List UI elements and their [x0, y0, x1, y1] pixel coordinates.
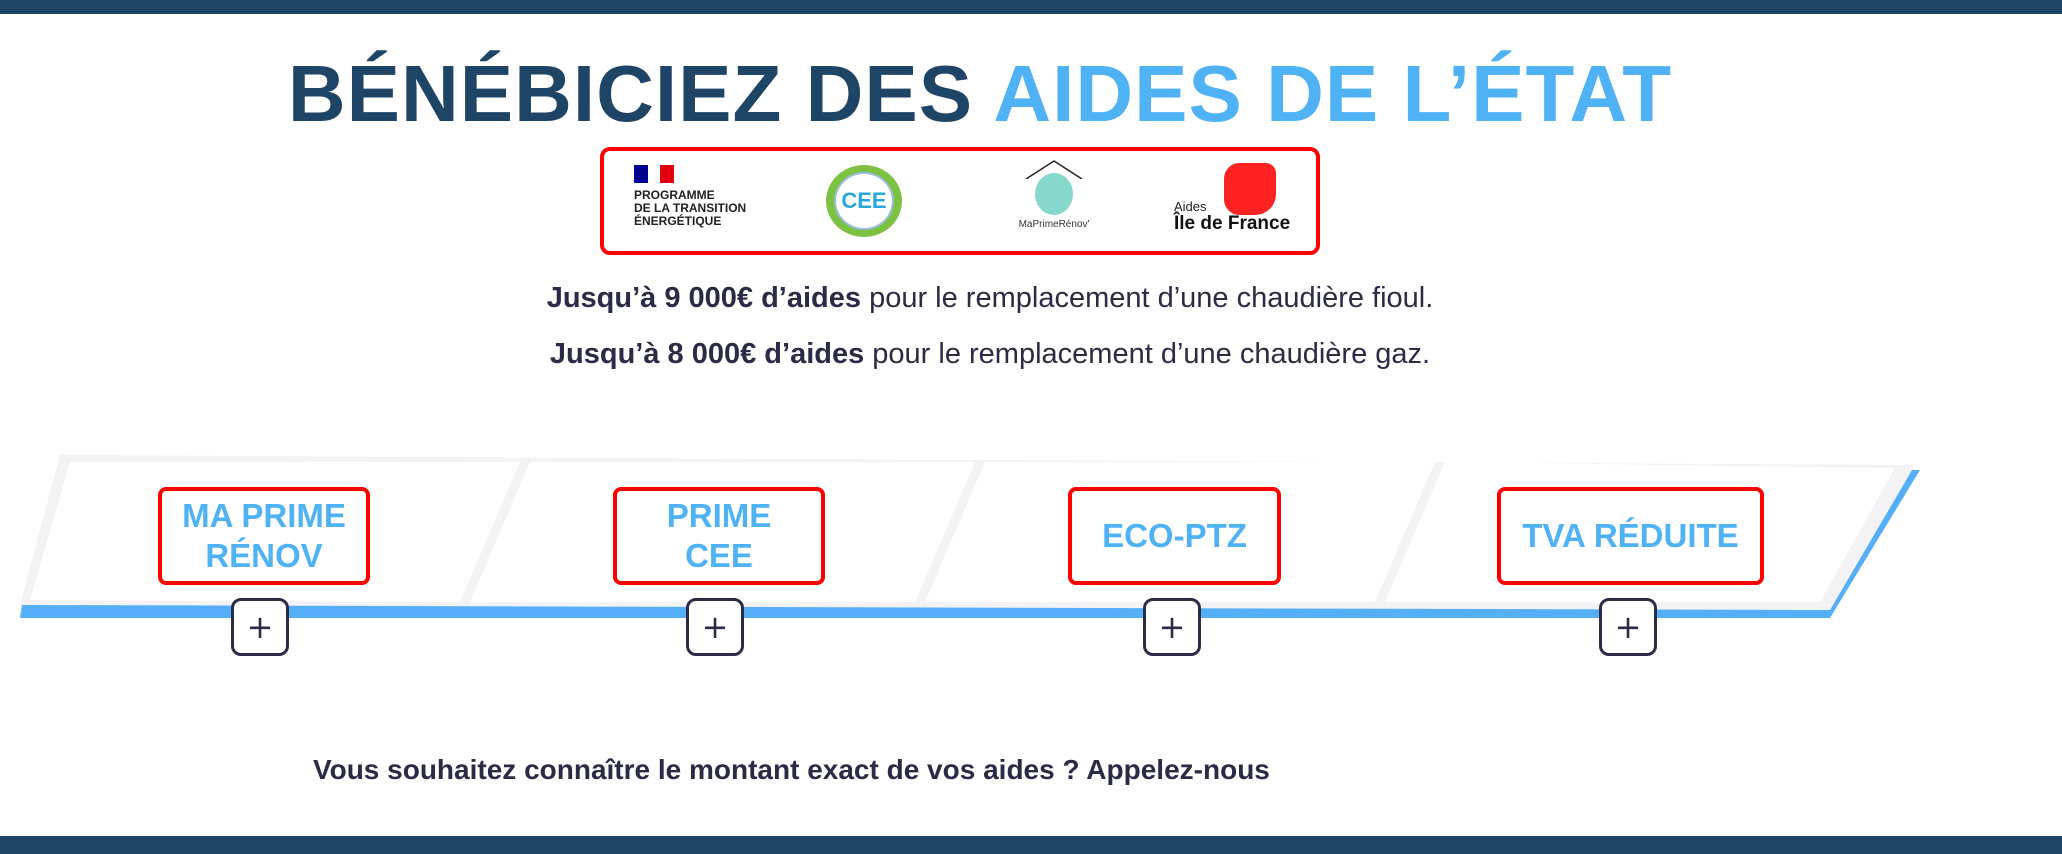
amount: Jusqu’à 8 000€ d’aides [549, 338, 865, 370]
aid-card-prime-cee[interactable]: PRIME CEE [613, 487, 825, 585]
aid-amount-gaz: Jusqu’à 8 000€ d’aides pour le remplacem… [0, 338, 1980, 371]
aid-label: MA PRIME [182, 497, 346, 534]
aid-card-tva-reduite[interactable]: TVA RÉDUITE [1497, 487, 1764, 585]
idf-map-icon [1224, 163, 1276, 215]
maprimerenov-logo: MaPrimeRénov' [999, 159, 1109, 230]
aid-card-eco-ptz[interactable]: ECO-PTZ [1068, 487, 1281, 585]
logo-text: Aides [1174, 199, 1207, 214]
logo-text: MaPrimeRénov' [1018, 219, 1090, 230]
roof-icon [1025, 160, 1083, 179]
top-bar [0, 0, 2062, 14]
amount: Jusqu’à 9 000€ d’aides [546, 282, 862, 314]
expand-prime-cee-button[interactable]: + [686, 598, 744, 656]
logo-text: Île de France [1174, 213, 1291, 234]
aid-label: CEE [685, 537, 753, 574]
aid-label: TVA RÉDUITE [1522, 517, 1739, 554]
description: pour le remplacement d’une chaudière gaz… [864, 338, 1431, 370]
plus-icon: + [701, 608, 729, 646]
logos-box: PROGRAMME DE LA TRANSITION ÉNERGÉTIQUE C… [600, 147, 1320, 255]
expand-eco-ptz-button[interactable]: + [1143, 598, 1201, 656]
cee-logo: CEE [826, 165, 902, 237]
description: pour le remplacement d’une chaudière fio… [861, 282, 1434, 314]
aid-label: RÉNOV [205, 537, 323, 574]
aid-label: PRIME [666, 497, 772, 534]
expand-tva-reduite-button[interactable]: + [1599, 598, 1657, 656]
programme-transition-logo: PROGRAMME DE LA TRANSITION ÉNERGÉTIQUE [634, 165, 746, 228]
aid-label: ECO-PTZ [1102, 517, 1247, 554]
aid-amount-fioul: Jusqu’à 9 000€ d’aides pour le remplacem… [0, 282, 1980, 315]
cee-logo-text: CEE [834, 172, 894, 230]
plus-icon: + [1614, 608, 1642, 646]
title-part-1: BÉNÉBICIEZ DES [287, 49, 994, 138]
mascot-icon [1035, 173, 1073, 215]
plus-icon: + [246, 608, 274, 646]
call-to-action[interactable]: Vous souhaitez connaître le montant exac… [313, 754, 1270, 785]
ile-de-france-logo: Aides Île de France [1164, 161, 1294, 241]
french-flag-icon [634, 165, 746, 183]
logo-text: DE LA TRANSITION [634, 201, 747, 215]
logo-text: ÉNERGÉTIQUE [634, 214, 722, 228]
title-part-2: AIDES DE L’ÉTAT [993, 49, 1673, 138]
page-title: BÉNÉBICIEZ DES AIDES DE L’ÉTAT [0, 48, 1960, 140]
aid-card-ma-prime-renov[interactable]: MA PRIME RÉNOV [158, 487, 370, 585]
plus-icon: + [1158, 608, 1186, 646]
logo-text: PROGRAMME [634, 188, 715, 202]
bottom-bar [0, 836, 2062, 854]
expand-ma-prime-renov-button[interactable]: + [231, 598, 289, 656]
